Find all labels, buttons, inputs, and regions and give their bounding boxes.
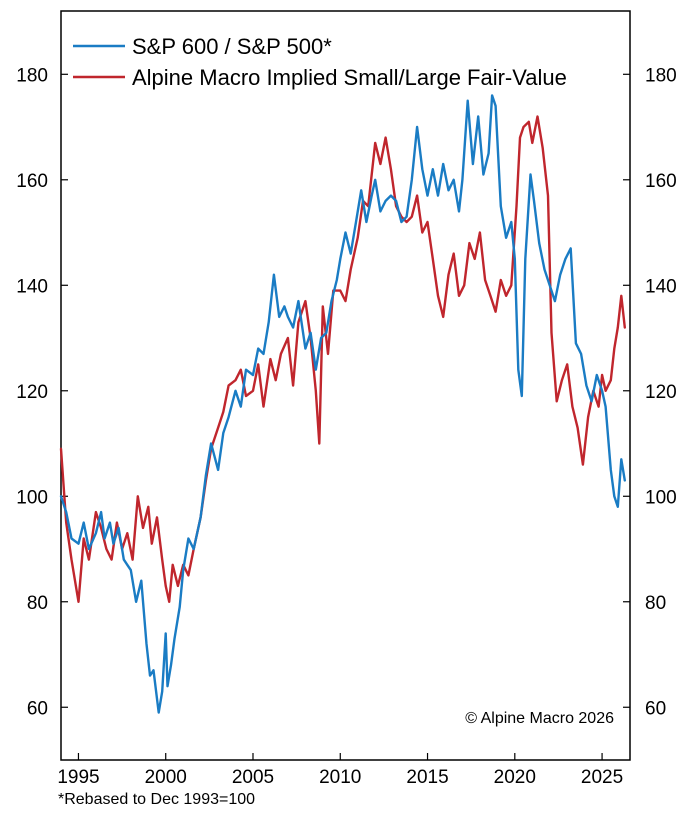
- x-tick-label: 1995: [57, 767, 99, 788]
- y-tick-label-right: 180: [645, 65, 677, 86]
- y-tick-label-left: 160: [16, 171, 48, 192]
- legend-label-sp600: S&P 600 / S&P 500*: [132, 34, 332, 59]
- footnote: *Rebased to Dec 1993=100: [58, 791, 256, 808]
- x-tick-label: 2005: [232, 767, 274, 788]
- x-tick-label: 2000: [145, 767, 187, 788]
- series-line-fair-value: [59, 115, 626, 603]
- y-tick-label-right: 160: [645, 171, 677, 192]
- axis-ticks: 60 60 80 80 100 100 120 120 140 140 160 160 180 180 19…: [16, 65, 676, 788]
- y-tick-label-right: 100: [645, 487, 677, 508]
- x-tick-label: 2025: [581, 767, 623, 788]
- x-tick-label: 2015: [406, 767, 448, 788]
- y-tick-label-right: 60: [645, 698, 666, 719]
- y-tick-label-right: 80: [645, 593, 666, 614]
- copyright-note: © Alpine Macro 2026: [465, 710, 614, 727]
- y-tick-label-left: 120: [16, 382, 48, 403]
- y-tick-label-left: 100: [16, 487, 48, 508]
- y-tick-label-right: 120: [645, 382, 677, 403]
- y-tick-label-right: 140: [645, 276, 677, 297]
- y-tick-label-left: 80: [27, 593, 48, 614]
- series-line-sp600-sp500: [59, 94, 626, 714]
- x-tick-label: 2020: [494, 767, 536, 788]
- legend: S&P 600 / S&P 500* Alpine Macro Implied …: [73, 34, 567, 90]
- series-lines: [59, 94, 626, 714]
- plot-frame: [60, 10, 631, 761]
- y-tick-label-left: 60: [27, 698, 48, 719]
- y-tick-label-left: 180: [16, 65, 48, 86]
- y-tick-label-left: 140: [16, 276, 48, 297]
- legend-label-fair-value: Alpine Macro Implied Small/Large Fair-Va…: [132, 65, 567, 90]
- x-tick-label: 2010: [319, 767, 361, 788]
